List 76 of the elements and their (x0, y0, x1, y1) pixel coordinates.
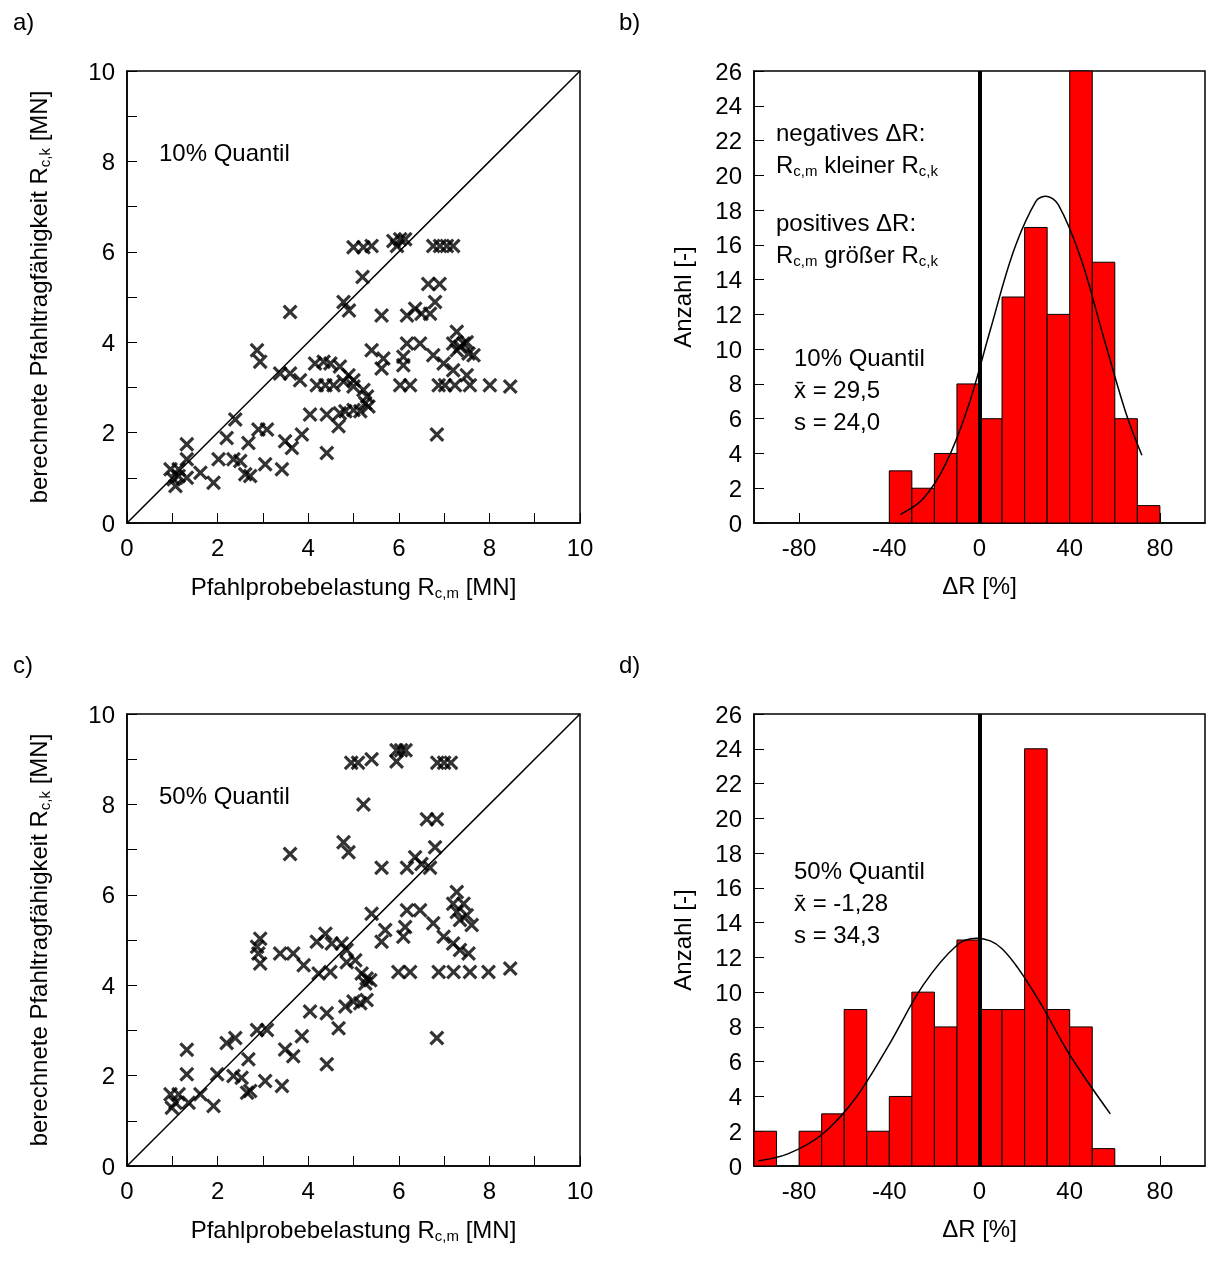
y-axis-title: Anzahl [-] (668, 889, 696, 991)
y-tick-label: 12 (715, 943, 742, 971)
y-tick-label: 4 (101, 328, 115, 356)
x-tick-label: 4 (301, 1176, 315, 1204)
y-tick-label: 18 (715, 196, 742, 224)
y-tick-label: 8 (728, 1013, 742, 1041)
y-tick-label: 4 (728, 1082, 742, 1110)
y-axis-title: berechnete Pfahltragfähigkeit Rc,k [MN] (25, 90, 53, 504)
y-tick-label: 6 (728, 1048, 742, 1076)
y-tick-label: 0 (101, 509, 115, 537)
annotation: 10% Quantil (159, 138, 290, 166)
x-tick-label: 6 (392, 1176, 406, 1204)
y-tick-label: 10 (88, 700, 115, 728)
y-tick-label: 0 (728, 1152, 742, 1180)
y-tick-label: 16 (715, 874, 742, 902)
y-tick-label: 6 (101, 881, 115, 909)
y-tick-label: 8 (101, 790, 115, 818)
x-axis-title: ΔR [%] (942, 571, 1017, 599)
y-tick-label: 12 (715, 300, 742, 328)
y-tick-label: 20 (715, 804, 742, 832)
y-axis-title: Anzahl [-] (668, 246, 696, 348)
chart-title: d) (619, 650, 641, 678)
annotation: 50% Quantil (159, 781, 290, 809)
y-tick-label: 22 (715, 770, 742, 798)
x-tick-label: 6 (392, 533, 406, 561)
x-tick-label: 2 (210, 533, 225, 561)
chart-title: b) (619, 7, 641, 35)
y-tick-label: 6 (101, 238, 115, 266)
x-axis-title: ΔR [%] (942, 1214, 1017, 1242)
x-tick-label: -40 (871, 1176, 907, 1204)
x-tick-label: 0 (120, 1176, 134, 1204)
x-tick-label: 10 (566, 1176, 594, 1204)
y-tick-label: 16 (715, 231, 742, 259)
y-tick-label: 24 (715, 92, 742, 120)
x-tick-label: 40 (1056, 1176, 1084, 1204)
y-tick-label: 24 (715, 735, 742, 763)
x-tick-label: 80 (1146, 1176, 1174, 1204)
y-tick-label: 4 (728, 439, 742, 467)
y-tick-label: 26 (715, 700, 742, 728)
y-tick-label: 2 (728, 1117, 742, 1145)
y-tick-label: 10 (715, 335, 742, 363)
x-tick-label: 40 (1056, 533, 1084, 561)
y-tick-label: 8 (728, 370, 742, 398)
x-tick-label: -80 (781, 1176, 817, 1204)
y-axis-title: berechnete Pfahltragfähigkeit Rc,k [MN] (25, 733, 53, 1147)
y-tick-label: 22 (715, 127, 742, 155)
y-tick-label: 8 (101, 147, 115, 175)
y-tick-label: 14 (715, 266, 742, 294)
x-tick-label: 80 (1146, 533, 1174, 561)
x-tick-label: 2 (210, 1176, 225, 1204)
x-tick-label: 0 (972, 1176, 987, 1204)
y-tick-label: 0 (101, 1152, 115, 1180)
x-tick-label: -80 (781, 533, 817, 561)
y-tick-label: 2 (728, 474, 742, 502)
x-tick-label: 0 (972, 533, 987, 561)
y-tick-label: 20 (715, 161, 742, 189)
annotation: 10% Quantil x̄ = 29,5 s = 24,0 (794, 343, 925, 435)
y-tick-label: 6 (728, 405, 742, 433)
x-tick-label: -40 (871, 533, 907, 561)
chart-title: c) (13, 650, 33, 678)
chart-title: a) (13, 7, 35, 35)
x-tick-label: 0 (120, 533, 134, 561)
y-tick-label: 14 (715, 909, 742, 937)
y-tick-label: 10 (88, 57, 115, 85)
y-tick-label: 4 (101, 971, 115, 999)
y-tick-label: 10 (715, 978, 742, 1006)
x-tick-label: 4 (301, 533, 315, 561)
y-tick-label: 18 (715, 839, 742, 867)
y-tick-label: 26 (715, 57, 742, 85)
x-tick-label: 8 (482, 533, 497, 561)
annotation: 50% Quantil x̄ = -1,28 s = 34,3 (794, 856, 925, 948)
x-tick-label: 8 (482, 1176, 497, 1204)
y-tick-label: 2 (101, 1062, 115, 1090)
x-tick-label: 10 (566, 533, 594, 561)
y-tick-label: 0 (728, 509, 742, 537)
y-tick-label: 2 (101, 419, 115, 447)
